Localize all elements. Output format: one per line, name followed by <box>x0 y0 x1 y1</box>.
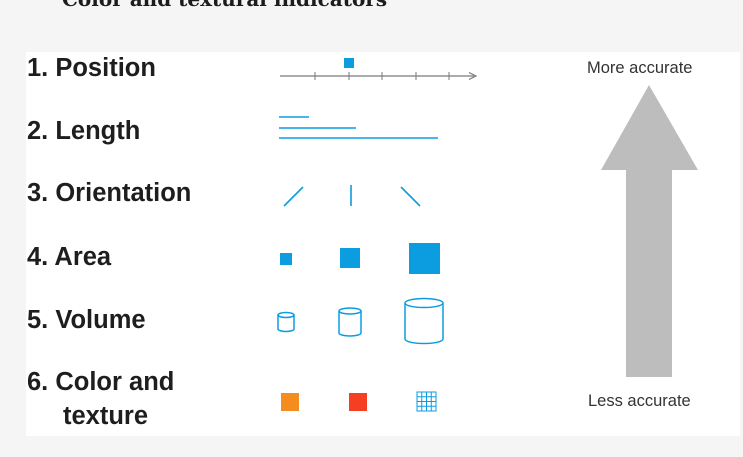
channel-label-orientation: 3. Orientation <box>27 179 192 207</box>
area-square-large <box>409 243 440 274</box>
channel-label-texture-line: texture <box>63 402 149 430</box>
position-axis-arrowhead <box>468 71 478 81</box>
less-accurate-label: Less accurate <box>588 392 691 410</box>
color-texture-example <box>281 391 437 412</box>
page-heading: Color and textural indicators <box>62 0 387 11</box>
channel-label-area: 4. Area <box>27 243 112 271</box>
orientation-line-diagonal-up <box>283 186 304 207</box>
orientation-line-diagonal-down <box>400 186 421 207</box>
area-example <box>280 243 440 274</box>
channel-label-position: 1. Position <box>27 54 156 82</box>
encoding-panel <box>26 52 740 436</box>
position-axis-ticks <box>314 72 450 80</box>
channel-label-color-line: 6. Color and <box>27 368 175 396</box>
channel-label-color-texture: 6. Color and texture <box>27 365 174 433</box>
texture-grid-swatch <box>416 391 437 412</box>
volume-cylinder-small <box>277 311 295 333</box>
more-accurate-label: More accurate <box>587 59 693 77</box>
volume-example <box>277 297 444 345</box>
color-swatch-red <box>349 393 367 411</box>
channel-label-volume: 5. Volume <box>27 306 146 334</box>
position-example <box>280 58 478 81</box>
volume-cylinder-large <box>404 297 444 345</box>
area-square-small <box>280 253 292 265</box>
area-square-medium <box>340 248 360 268</box>
color-swatch-orange <box>281 393 299 411</box>
length-example <box>279 116 438 139</box>
orientation-example <box>283 185 421 207</box>
volume-cylinder-medium <box>338 307 362 337</box>
channel-label-length: 2. Length <box>27 117 141 145</box>
accuracy-arrow <box>601 85 698 377</box>
position-marker <box>344 58 354 68</box>
